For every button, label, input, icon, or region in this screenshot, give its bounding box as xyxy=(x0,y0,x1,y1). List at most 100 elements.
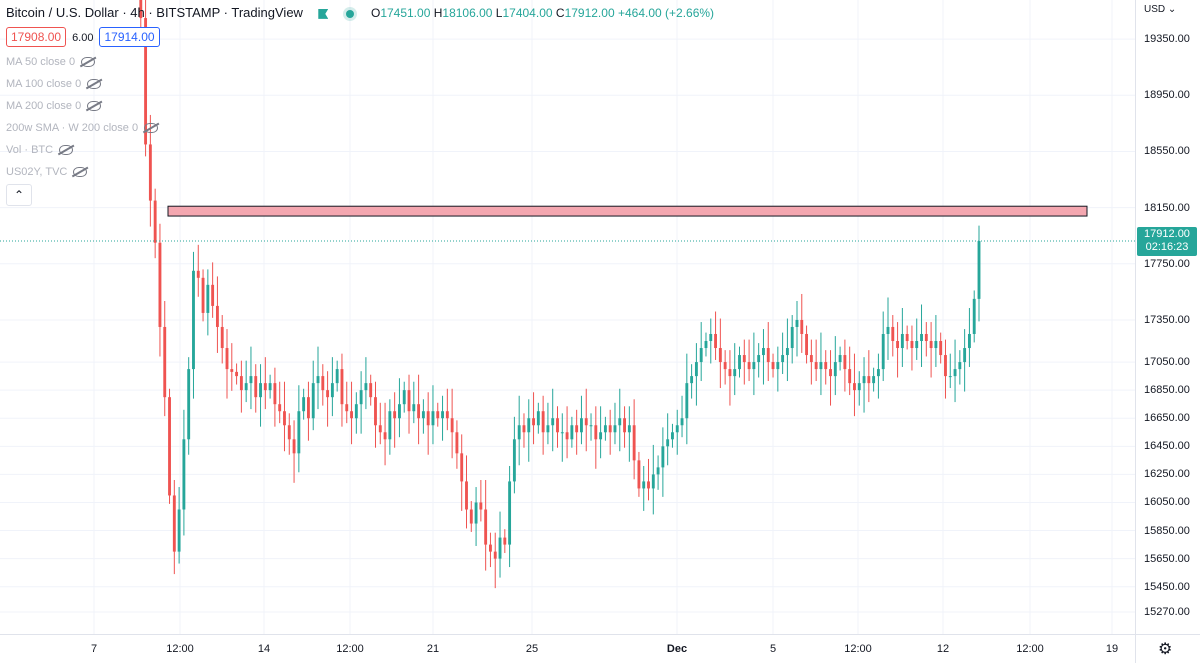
candle-body xyxy=(800,319,804,334)
candle-body xyxy=(939,341,943,356)
chart-legend: Bitcoin / U.S. Dollar · 4h · BITSTAMP · … xyxy=(6,5,714,20)
indicator-200w-sma[interactable]: 200w SMA · W 200 close 0 xyxy=(6,122,159,134)
candle-body xyxy=(790,326,794,349)
candle-body xyxy=(445,411,449,419)
spread-value: 6.00 xyxy=(72,32,94,44)
candle-body xyxy=(565,432,569,440)
candle-body xyxy=(623,418,626,433)
indicator-volume[interactable]: Vol · BTC xyxy=(6,144,74,156)
candle-body xyxy=(704,341,708,349)
candle-body xyxy=(192,270,195,370)
change-value: +464.00 (+2.66%) xyxy=(617,6,715,20)
time-tick-label: 12:00 xyxy=(166,643,194,655)
candle-body xyxy=(824,362,828,370)
candle-body xyxy=(407,390,411,412)
candle-body xyxy=(642,481,646,489)
hidden-eye-icon[interactable] xyxy=(87,79,102,90)
candle-body xyxy=(498,537,502,559)
candle-body xyxy=(948,376,952,378)
hidden-eye-icon[interactable] xyxy=(81,57,96,68)
resistance-zone-rectangle xyxy=(167,205,1088,217)
bar-countdown: 02:16:23 xyxy=(1145,241,1189,254)
candle-body xyxy=(627,425,631,433)
candle-body xyxy=(661,446,665,468)
candle-body xyxy=(762,348,765,356)
candle-body xyxy=(910,341,914,349)
time-tick-label: 5 xyxy=(769,643,777,655)
time-tick-label: Dec xyxy=(666,643,688,655)
candle-body xyxy=(551,418,555,426)
candle-body xyxy=(714,333,717,349)
candle-body xyxy=(733,369,737,377)
gear-icon[interactable]: ⚙ xyxy=(1158,641,1173,658)
ohlc-values: O17451.00 H18106.00 L17404.00 C17912.00 … xyxy=(370,6,715,20)
price-axis[interactable]: USD ⌄ 19350.00 18950.00 18550.00 18150.00 17… xyxy=(1135,0,1200,634)
candle-body xyxy=(460,453,464,482)
time-axis[interactable]: 7 12:00 14 12:00 21 25 Dec 5 12:00 12 12:00 19 xyxy=(0,634,1135,663)
candle-body xyxy=(512,439,516,482)
time-tick-label: 7 xyxy=(90,643,98,655)
candle-body xyxy=(747,362,751,370)
currency-selector[interactable]: USD ⌄ xyxy=(1144,4,1177,15)
price-chart-plot[interactable] xyxy=(0,0,1135,634)
candle-body xyxy=(354,404,358,419)
candle-body xyxy=(575,425,579,433)
candle-body xyxy=(781,355,785,363)
candle-body xyxy=(326,390,330,398)
buy-button[interactable]: 17914.00 xyxy=(99,27,160,47)
hidden-eye-icon[interactable] xyxy=(144,123,159,134)
symbol-title[interactable]: Bitcoin / U.S. Dollar · 4h · BITSTAMP · … xyxy=(6,5,303,20)
candle-body xyxy=(560,432,564,434)
candle-body xyxy=(139,0,143,19)
indicator-ma100[interactable]: MA 100 close 0 xyxy=(6,78,102,90)
time-tick-label: 12:00 xyxy=(336,643,364,655)
candle-body xyxy=(776,362,780,370)
collapse-legend-button[interactable]: ⌃ xyxy=(6,184,32,206)
candle-body xyxy=(613,425,617,433)
hidden-eye-icon[interactable] xyxy=(59,145,74,156)
candle-body xyxy=(503,537,507,545)
candle-body xyxy=(541,411,545,433)
candle-body xyxy=(220,326,224,349)
candle-body xyxy=(843,355,847,370)
sell-button[interactable]: 17908.00 xyxy=(6,27,67,47)
candle-body xyxy=(215,305,219,327)
candle-body xyxy=(465,481,468,510)
indicator-ma50[interactable]: MA 50 close 0 xyxy=(6,56,96,68)
candle-body xyxy=(398,404,401,419)
candle-body xyxy=(766,348,770,363)
candle-body xyxy=(556,418,559,433)
candle-body xyxy=(306,397,310,419)
indicator-us02y[interactable]: US02Y, TVC xyxy=(6,166,88,178)
candle-body xyxy=(838,355,842,363)
candle-body xyxy=(283,411,286,426)
candle-body xyxy=(230,369,234,372)
candle-body xyxy=(896,341,900,349)
hidden-eye-icon[interactable] xyxy=(87,101,102,112)
price-tick-label: 16450.00 xyxy=(1144,440,1190,453)
candle-body xyxy=(474,502,478,524)
candle-body xyxy=(570,425,574,440)
candle-body xyxy=(350,411,353,419)
candle-body xyxy=(273,383,277,405)
candle-body xyxy=(441,411,444,419)
candle-body xyxy=(685,383,689,419)
indicator-ma200[interactable]: MA 200 close 0 xyxy=(6,100,102,112)
candlestick-chart[interactable] xyxy=(0,0,1135,634)
candle-body xyxy=(340,369,344,405)
candle-body xyxy=(455,432,459,454)
flag-icon[interactable] xyxy=(318,8,329,19)
candle-body xyxy=(718,348,722,363)
candle-body xyxy=(297,411,301,454)
candle-body xyxy=(244,383,248,391)
candle-body xyxy=(182,439,186,510)
candle-body xyxy=(680,418,684,426)
hidden-eye-icon[interactable] xyxy=(73,167,88,178)
candle-body xyxy=(728,369,732,377)
candle-body xyxy=(153,200,157,243)
candle-body xyxy=(546,425,550,433)
candle-body xyxy=(412,404,416,412)
price-tick-label: 19350.00 xyxy=(1144,33,1190,46)
candle-body xyxy=(905,333,909,342)
candle-body xyxy=(417,404,421,419)
